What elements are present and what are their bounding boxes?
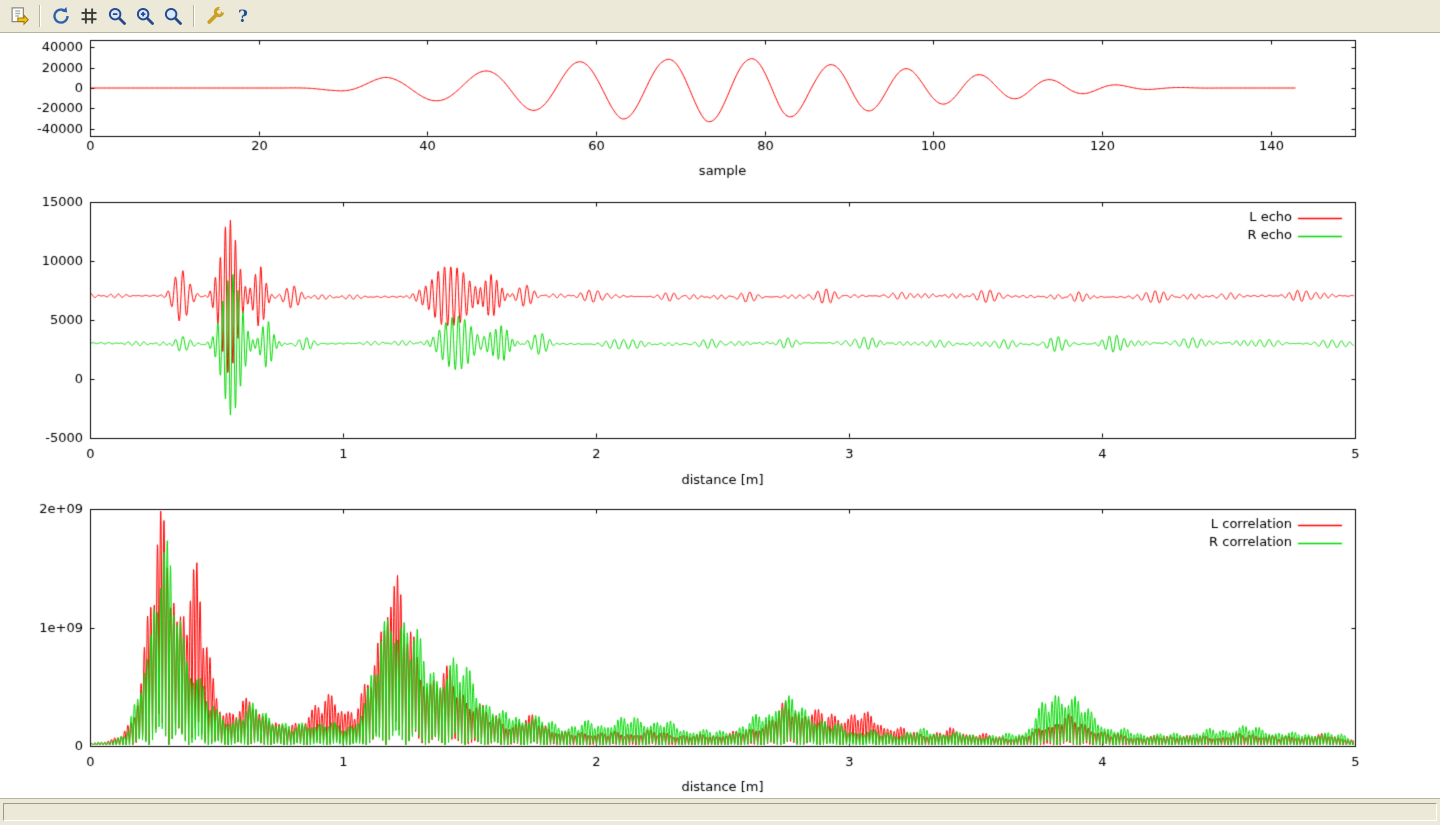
- plot-transmit-pulse[interactable]: [0, 34, 1440, 184]
- replot-icon: [53, 7, 69, 24]
- autoscale-icon: [164, 7, 182, 25]
- toolbar: ?: [0, 0, 1440, 33]
- zoom-previous-button[interactable]: [104, 3, 130, 29]
- plot-echo-signals[interactable]: [0, 185, 1440, 492]
- autoscale-button[interactable]: [160, 3, 186, 29]
- status-bar: [0, 798, 1440, 825]
- help-icon: ?: [238, 6, 248, 26]
- export-icon: [11, 7, 29, 26]
- svg-text:?: ?: [238, 6, 248, 26]
- configure-icon: [207, 6, 225, 24]
- replot-button[interactable]: [48, 3, 74, 29]
- status-text: [3, 803, 1437, 821]
- plot-area: [0, 34, 1440, 798]
- grid-icon: [81, 8, 97, 24]
- zoom-previous-icon: [108, 7, 126, 25]
- configure-button[interactable]: [202, 3, 228, 29]
- grid-button[interactable]: [76, 3, 102, 29]
- export-button[interactable]: [6, 3, 32, 29]
- zoom-next-icon: [136, 7, 154, 25]
- plot-correlations[interactable]: [0, 492, 1440, 798]
- toolbar-separator: [193, 5, 195, 27]
- help-button[interactable]: ?: [230, 3, 256, 29]
- zoom-next-button[interactable]: [132, 3, 158, 29]
- toolbar-separator: [39, 5, 41, 27]
